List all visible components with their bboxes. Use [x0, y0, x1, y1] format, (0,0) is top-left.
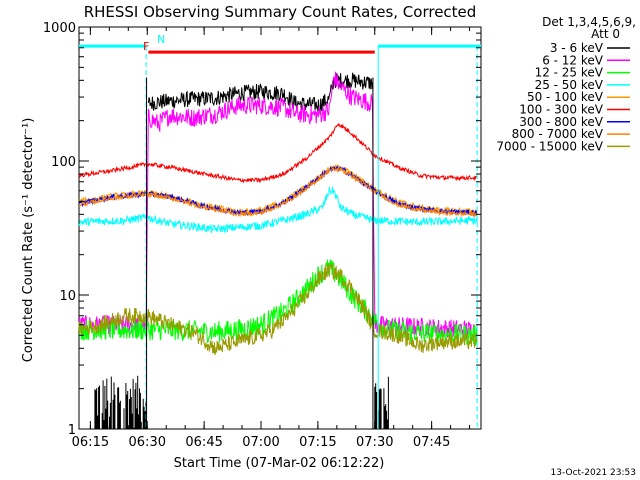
legend-label-6: 300 - 800 keV	[519, 115, 603, 129]
legend-label-7: 800 - 7000 keV	[512, 127, 604, 141]
y-tick-label-2: 100	[51, 155, 76, 170]
series-line-8	[78, 262, 478, 356]
x-axis-title: Start Time (07-Mar-02 06:12:22)	[174, 456, 385, 471]
plot-border	[78, 26, 482, 430]
chart-marks	[78, 44, 481, 429]
y-tick-label-0: 1	[68, 423, 76, 438]
legend-label-1: 6 - 12 keV	[542, 53, 604, 67]
series-line-4	[78, 163, 478, 215]
x-tick-label-2: 06:45	[185, 435, 222, 450]
legend-label-0: 3 - 6 keV	[550, 41, 604, 55]
legend-label-5: 100 - 300 keV	[519, 103, 603, 117]
y-axis-title: Corrected Count Rate (s⁻¹ detector⁻¹)	[21, 118, 36, 363]
x-tick-label-6: 07:45	[413, 435, 450, 450]
chart-title: RHESSI Observing Summary Count Rates, Co…	[84, 3, 477, 21]
legend-label-8: 7000 - 15000 keV	[496, 139, 603, 153]
axes: 06:15 06:30 06:45 07:00 07:15 07:30 07:45 1 10 10…	[43, 21, 481, 450]
plot-area	[78, 26, 482, 430]
series-line-5	[78, 122, 478, 184]
series-line-3	[78, 186, 478, 234]
x-tick-label-1: 06:30	[129, 435, 166, 450]
x-tick-label-3: 07:00	[242, 435, 279, 450]
series-line-7	[78, 166, 478, 218]
legend-header-line-2: Att 0	[591, 27, 620, 41]
y-tick-label-1: 10	[59, 289, 76, 304]
series-line-1	[78, 71, 478, 340]
legend-header-line-1: Det 1,3,4,5,6,9,	[542, 15, 636, 29]
low-count-spikes-0	[94, 375, 148, 429]
series-line-0	[147, 72, 373, 114]
legend-label-2: 12 - 25 keV	[535, 66, 604, 80]
series-line-2	[78, 259, 478, 346]
legend-label-3: 25 - 50 keV	[535, 78, 604, 92]
x-tick-label-0: 06:15	[72, 435, 109, 450]
flare-flag-label: F	[143, 40, 149, 53]
y-tick-label-3: 1000	[43, 21, 76, 36]
x-tick-label-4: 07:15	[299, 435, 336, 450]
low-count-spikes-1	[374, 376, 389, 429]
x-tick-label-5: 07:30	[356, 435, 393, 450]
night-flag-label: N	[157, 33, 165, 46]
timestamp: 13-Oct-2021 23:53	[551, 468, 636, 478]
legend-label-4: 50 - 100 keV	[527, 90, 604, 104]
